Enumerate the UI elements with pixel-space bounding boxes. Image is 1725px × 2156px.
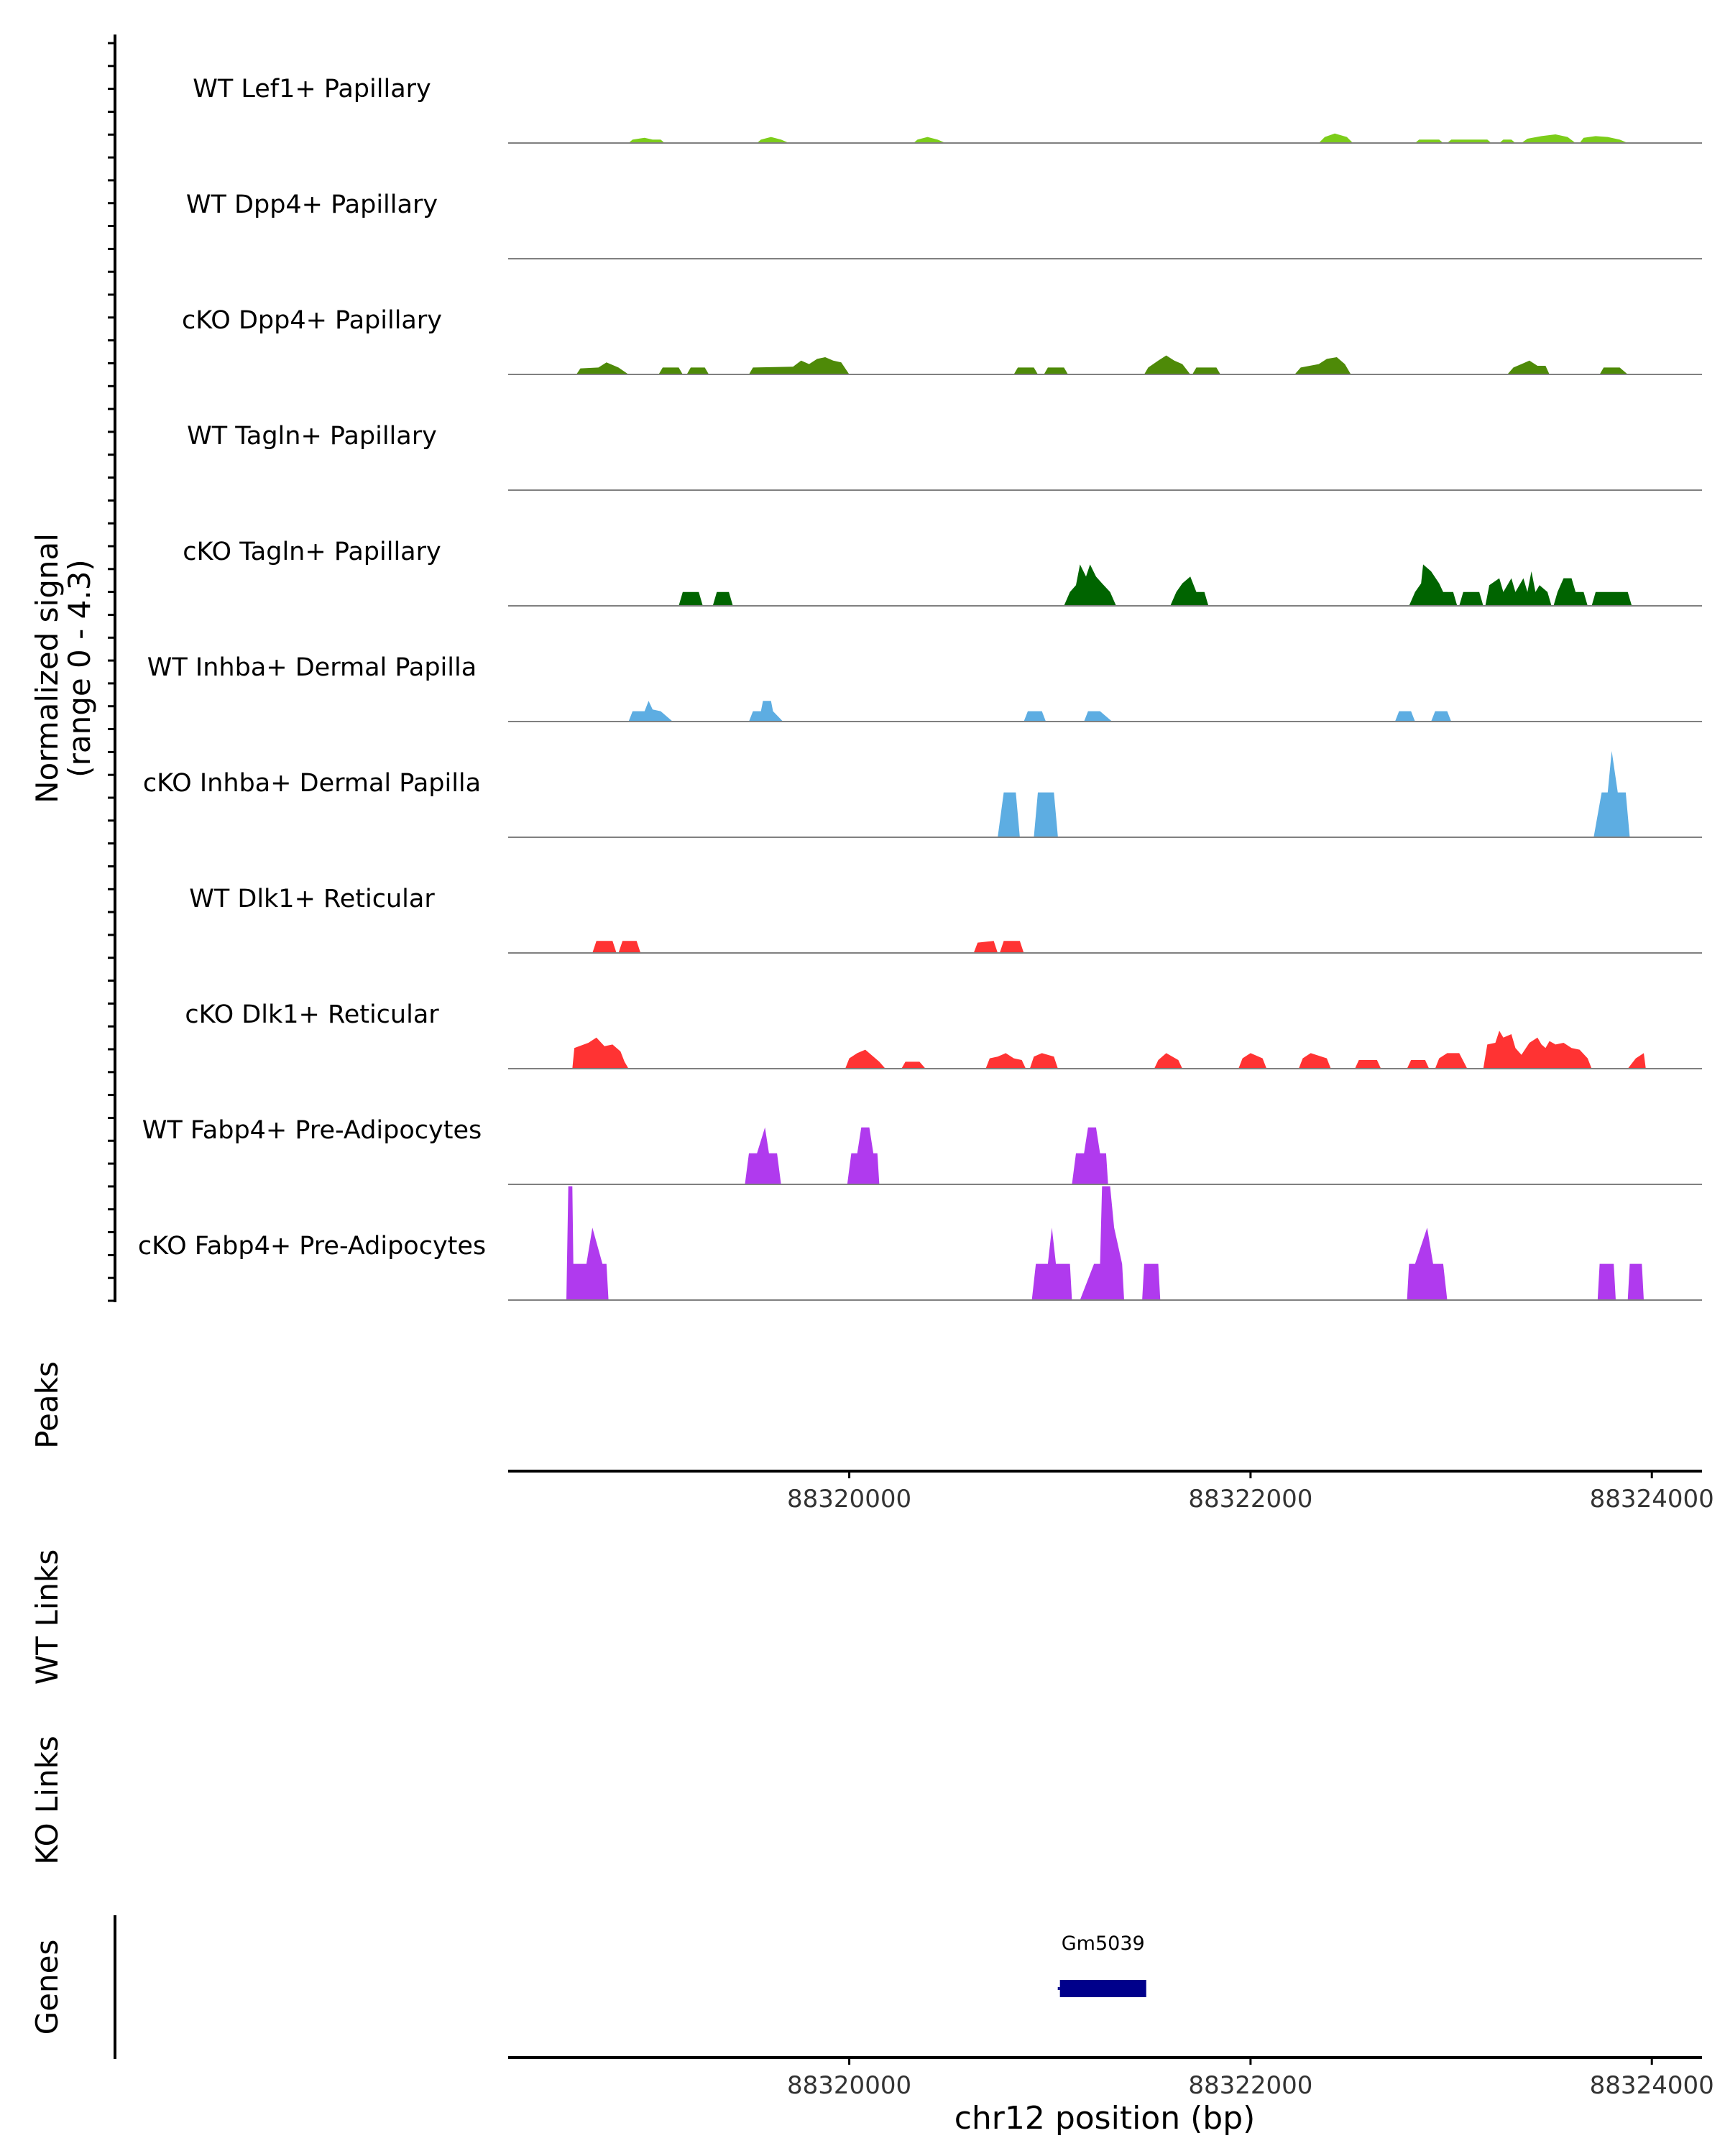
x-tick-label: 88320000 xyxy=(787,2071,911,2100)
track-wt-dlk1-reticular: WT Dlk1+ Reticular xyxy=(189,885,1702,954)
track-wt-dpp4-papillary: WT Dpp4+ Papillary xyxy=(186,190,1702,259)
x-axis-title: chr12 position (bp) xyxy=(954,2100,1256,2137)
signal-area xyxy=(592,941,1024,953)
gene-annotations: Gm5039 xyxy=(1057,1932,1146,1997)
signal-area xyxy=(998,751,1630,837)
signal-area xyxy=(572,1031,1646,1069)
track-label: cKO Inhba+ Dermal Papilla xyxy=(143,769,481,798)
genes-x-axis: 88320000 88322000 88324000 xyxy=(787,2058,1714,2100)
x-tick-label: 88324000 xyxy=(1590,2071,1714,2100)
track-cko-tagln-papillary: cKO Tagln+ Papillary xyxy=(183,538,1702,607)
signal-tracks: WT Lef1+ Papillary WT Dpp4+ Papillary cKO … xyxy=(138,75,1702,1301)
x-tick-label: 88320000 xyxy=(787,1485,911,1514)
signal-axis-ticks xyxy=(108,42,115,1302)
signal-area xyxy=(628,133,1628,143)
track-label: cKO Dlk1+ Reticular xyxy=(185,1000,439,1029)
genes-panel: Genes Gm5039 88320000 88322000 88324000 ch… xyxy=(29,1915,1714,2137)
peaks-label: Peaks xyxy=(29,1361,65,1449)
track-label: WT Fabp4+ Pre-Adipocytes xyxy=(142,1116,482,1145)
track-cko-fabp4-pre-adipocytes: cKO Fabp4+ Pre-Adipocytes xyxy=(138,1186,1702,1301)
signal-area xyxy=(678,564,1632,606)
track-label: WT Dpp4+ Papillary xyxy=(186,190,438,219)
gene-gm5039: Gm5039 xyxy=(1057,1932,1146,1997)
track-label: WT Dlk1+ Reticular xyxy=(189,885,435,913)
signal-y-axis: Normalized signal (range 0 - 4.3) xyxy=(29,34,116,1302)
wt-links-label: WT Links xyxy=(29,1549,65,1685)
track-wt-lef1-papillary: WT Lef1+ Papillary xyxy=(193,75,1702,144)
gene-label: Gm5039 xyxy=(1062,1932,1145,1955)
track-label: cKO Dpp4+ Papillary xyxy=(182,306,442,335)
signal-area xyxy=(566,1186,1644,1300)
signal-axis-range-label: (range 0 - 4.3) xyxy=(62,559,97,778)
signal-area xyxy=(628,701,1452,722)
signal-area xyxy=(576,355,1628,374)
peaks-x-axis: 88320000 88322000 88324000 xyxy=(787,1471,1714,1514)
x-tick-label: 88322000 xyxy=(1188,2071,1312,2100)
track-label: cKO Fabp4+ Pre-Adipocytes xyxy=(138,1232,486,1261)
track-wt-tagln-papillary: WT Tagln+ Papillary xyxy=(187,422,1702,491)
track-wt-fabp4-pre-adipocytes: WT Fabp4+ Pre-Adipocytes xyxy=(142,1116,1702,1185)
track-cko-dlk1-reticular: cKO Dlk1+ Reticular xyxy=(185,1000,1702,1069)
track-label: WT Tagln+ Papillary xyxy=(187,422,437,451)
peaks-panel: Peaks 88320000 88322000 88324000 xyxy=(29,1361,1714,1514)
x-tick-label: 88322000 xyxy=(1188,1485,1312,1514)
wt-links-panel: WT Links xyxy=(29,1549,65,1685)
track-label: WT Inhba+ Dermal Papilla xyxy=(147,653,477,682)
gene-body xyxy=(1059,1980,1146,1997)
signal-axis-label: Normalized signal xyxy=(29,533,65,803)
track-wt-inhba-dermal-papilla: WT Inhba+ Dermal Papilla xyxy=(147,653,1702,722)
track-cko-inhba-dermal-papilla: cKO Inhba+ Dermal Papilla xyxy=(143,751,1702,838)
x-tick-label: 88324000 xyxy=(1590,1485,1714,1514)
ko-links-panel: KO Links xyxy=(29,1736,65,1865)
genes-label: Genes xyxy=(29,1940,65,2035)
track-cko-dpp4-papillary: cKO Dpp4+ Papillary xyxy=(182,306,1702,375)
ko-links-label: KO Links xyxy=(29,1736,65,1865)
track-label: cKO Tagln+ Papillary xyxy=(183,538,441,566)
signal-area xyxy=(745,1127,1108,1184)
track-label: WT Lef1+ Papillary xyxy=(193,75,431,103)
